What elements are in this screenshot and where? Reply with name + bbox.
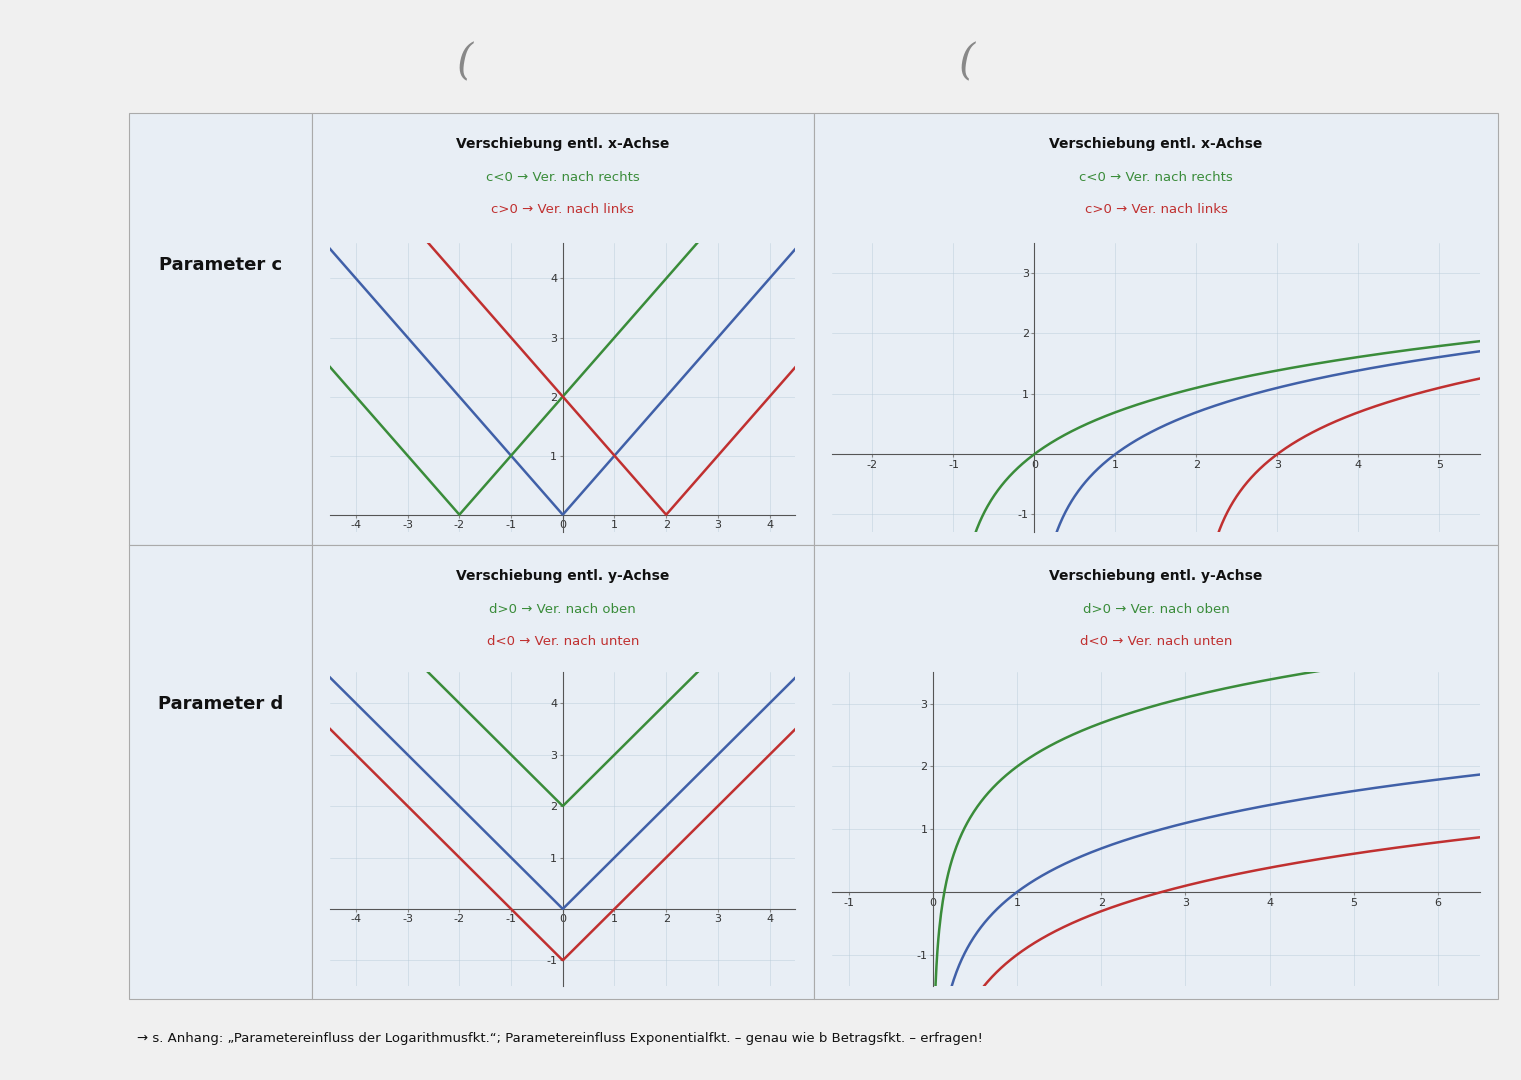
Text: (: ( — [456, 42, 472, 83]
Text: d>0 → Ver. nach oben: d>0 → Ver. nach oben — [1083, 603, 1229, 616]
Text: d>0 → Ver. nach oben: d>0 → Ver. nach oben — [490, 603, 636, 616]
Text: Parameter d: Parameter d — [158, 696, 283, 713]
Text: c<0 → Ver. nach rechts: c<0 → Ver. nach rechts — [485, 171, 640, 184]
Text: Verschiebung entl. y-Achse: Verschiebung entl. y-Achse — [456, 569, 669, 583]
Text: Parameter c: Parameter c — [160, 256, 281, 273]
Text: Verschiebung entl. y-Achse: Verschiebung entl. y-Achse — [1049, 569, 1262, 583]
Text: → s. Anhang: „Parametereinfluss der Logarithmusfkt.“; Parametereinfluss Exponent: → s. Anhang: „Parametereinfluss der Loga… — [137, 1032, 983, 1045]
Text: Verschiebung entl. x-Achse: Verschiebung entl. x-Achse — [456, 137, 669, 151]
Text: d<0 → Ver. nach unten: d<0 → Ver. nach unten — [1080, 635, 1232, 648]
Text: d<0 → Ver. nach unten: d<0 → Ver. nach unten — [487, 635, 639, 648]
Text: (: ( — [958, 42, 973, 83]
Text: Verschiebung entl. x-Achse: Verschiebung entl. x-Achse — [1049, 137, 1262, 151]
Text: c<0 → Ver. nach rechts: c<0 → Ver. nach rechts — [1078, 171, 1234, 184]
Text: c>0 → Ver. nach links: c>0 → Ver. nach links — [491, 203, 634, 216]
Text: c>0 → Ver. nach links: c>0 → Ver. nach links — [1084, 203, 1227, 216]
